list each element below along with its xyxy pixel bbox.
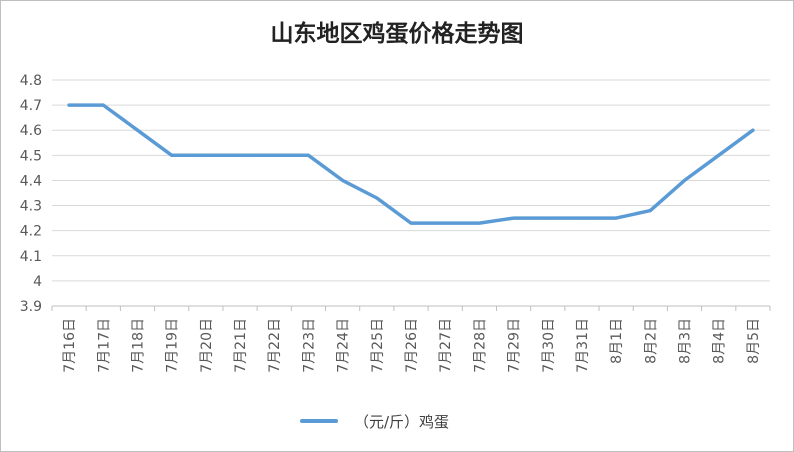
data-point (306, 153, 310, 157)
x-tick-label: 7月17日 (96, 318, 112, 373)
legend-swatch (300, 419, 338, 423)
data-point (204, 153, 208, 157)
data-point (409, 221, 413, 225)
data-point (751, 128, 755, 132)
data-point (67, 103, 71, 107)
data-point (477, 221, 481, 225)
x-tick-label: 7月23日 (301, 318, 317, 373)
x-tick-label: 7月30日 (541, 318, 557, 373)
y-tick-label: 4.4 (20, 173, 42, 189)
data-point (580, 216, 584, 220)
data-point (614, 216, 618, 220)
x-tick-label: 7月24日 (336, 318, 352, 373)
data-point (272, 153, 276, 157)
legend: （元/斤）鸡蛋 (300, 409, 449, 433)
data-point (443, 221, 447, 225)
x-tick-label: 7月29日 (507, 318, 523, 373)
y-tick-label: 4.1 (20, 249, 42, 265)
y-tick-label: 4.3 (20, 199, 42, 215)
x-tick-label: 7月28日 (472, 318, 488, 373)
x-tick-label: 7月16日 (62, 318, 78, 373)
data-point (135, 128, 139, 132)
data-point (101, 103, 105, 107)
y-tick-label: 4.7 (20, 98, 42, 114)
y-tick-label: 4.5 (20, 148, 42, 164)
data-point (546, 216, 550, 220)
data-point (238, 153, 242, 157)
y-tick-label: 3.9 (20, 299, 42, 315)
y-tick-label: 4 (33, 274, 42, 290)
x-tick-label: 7月20日 (199, 318, 215, 373)
data-point (170, 153, 174, 157)
x-tick-label: 7月31日 (575, 318, 591, 373)
x-tick-label: 8月4日 (712, 318, 728, 364)
data-point (648, 209, 652, 213)
y-tick-label: 4.8 (20, 73, 42, 89)
x-tick-label: 8月3日 (678, 318, 694, 364)
x-tick-label: 8月5日 (746, 318, 762, 364)
x-tick-label: 7月21日 (233, 318, 249, 373)
x-tick-label: 8月2日 (643, 318, 659, 364)
x-tick-label: 7月22日 (267, 318, 283, 373)
legend-label: （元/斤）鸡蛋 (354, 412, 450, 431)
x-tick-label: 7月18日 (130, 318, 146, 373)
x-tick-label: 7月25日 (370, 318, 386, 373)
data-point (341, 178, 345, 182)
data-point (717, 153, 721, 157)
chart-title: 山东地区鸡蛋价格走势图 (270, 20, 524, 47)
data-point (683, 178, 687, 182)
data-point (512, 216, 516, 220)
x-tick-label: 7月27日 (438, 318, 454, 373)
data-point (375, 196, 379, 200)
x-tick-label: 8月1日 (609, 318, 625, 364)
x-tick-label: 7月19日 (165, 318, 181, 373)
x-tick-label: 7月26日 (404, 318, 420, 373)
y-tick-label: 4.2 (20, 224, 42, 240)
y-tick-label: 4.6 (20, 123, 42, 139)
